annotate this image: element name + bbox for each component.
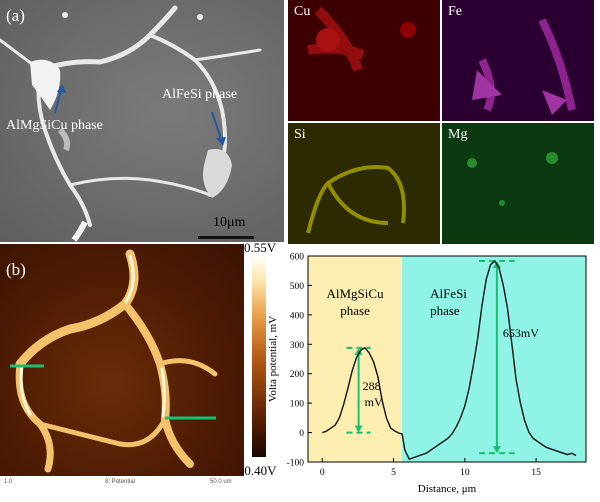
colorbar-max: 0.55V (244, 240, 277, 255)
x-axis-label: Distance, μm (418, 483, 477, 495)
scale-bar-label: 10μm (213, 215, 246, 230)
annotation-label-1: 653mV (503, 326, 539, 340)
y-tick-label-6: 500 (290, 282, 305, 292)
almgsicu-annotation: AlMgSiCu phase (6, 118, 103, 133)
region-label-1-0: AlFeSi (430, 286, 467, 301)
annotation-label-0-a: 288 (363, 379, 381, 393)
panel-a-label: (a) (6, 6, 25, 25)
y-tick-label-0: -100 (287, 459, 305, 469)
region-label-1-1: phase (430, 303, 460, 318)
afm-potential-map: (b) (0, 244, 244, 476)
mg-label: Mg (448, 127, 468, 142)
annotation-head-bottom-1 (492, 446, 501, 454)
cu-label: Cu (294, 4, 311, 19)
afm-footer: 1.0 8: Potential 50.0 um (0, 476, 244, 488)
alfesi-annotation: AlFeSi phase (162, 87, 238, 102)
panel-b-label: (b) (6, 260, 26, 279)
annotation-head-bottom-0 (354, 425, 363, 433)
mg-map: Mg (442, 123, 594, 244)
colorbar (252, 255, 266, 457)
annotation-head-top-0 (354, 347, 363, 355)
x-tick-label-1: 5 (391, 468, 396, 478)
phase-region-0 (308, 256, 403, 462)
grain-boundary-network (0, 5, 262, 242)
afm-features (10, 249, 218, 473)
cu-map: Cu (288, 0, 440, 121)
si-map: Si (288, 123, 440, 244)
plot-frame (307, 255, 587, 463)
fe-map: Fe (442, 0, 594, 121)
phase-region-1 (402, 256, 586, 462)
region-label-0-0: AlMgSiCu (327, 286, 385, 301)
colorbar-min: -0.40V (240, 463, 277, 478)
y-tick-label-2: 100 (290, 400, 305, 410)
y-axis-label: Volta potential, mV (267, 316, 279, 402)
sem-micrograph: (a) AlMgSiCu phase AlFeSi phase 10μm (0, 0, 284, 242)
y-tick-label-4: 300 (290, 341, 305, 351)
scale-bar (198, 236, 254, 239)
x-tick-label-2: 10 (460, 468, 470, 478)
afm-footer-left: 1.0 (4, 479, 13, 485)
afm-footer-right: 50.0 um (210, 479, 232, 485)
y-tick-label-5: 400 (290, 311, 305, 321)
potential-profile-chart: AlMgSiCuphaseAlFeSiphase-100010020030040… (267, 253, 587, 495)
afm-footer-mid: 8: Potential (105, 479, 136, 485)
x-tick-label-3: 15 (531, 468, 541, 478)
y-tick-label-1: 0 (299, 429, 304, 439)
arrow-alfesi (211, 111, 223, 143)
x-tick-label-0: 0 (320, 468, 325, 478)
annotation-label-0-b: mV (365, 395, 383, 409)
y-tick-label-3: 200 (290, 370, 305, 380)
y-tick-label-7: 600 (290, 253, 305, 263)
si-label: Si (294, 127, 306, 142)
region-label-0-1: phase (340, 303, 370, 318)
potential-profile-line (322, 259, 577, 460)
fe-label: Fe (448, 4, 462, 19)
